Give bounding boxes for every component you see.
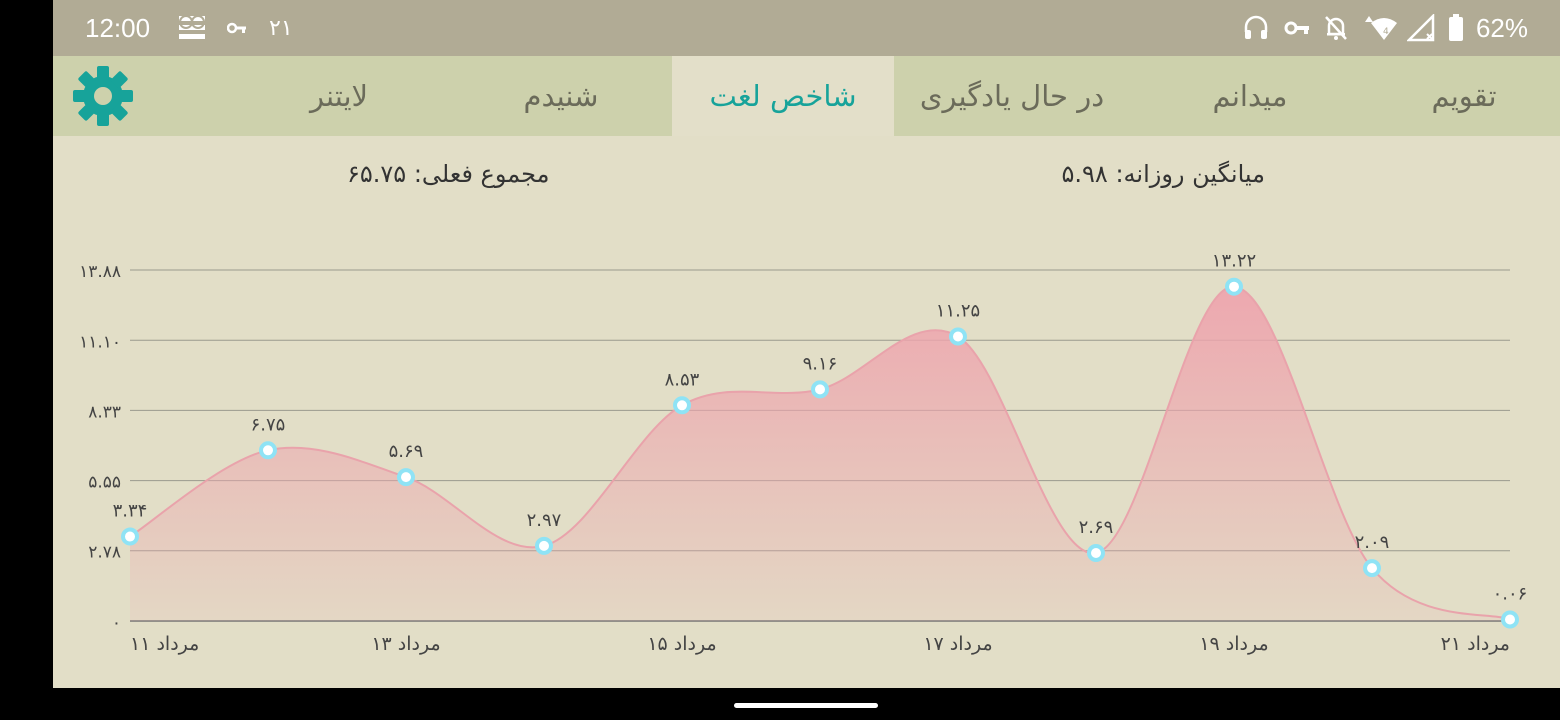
data-point <box>535 536 553 555</box>
data-point <box>811 380 829 399</box>
svg-text:4: 4 <box>1383 27 1389 37</box>
x-tick-label: ۱۳ مرداد <box>371 633 440 655</box>
status-time: 12:00 <box>85 13 151 43</box>
data-label: ۲.۶۹ <box>1079 517 1114 538</box>
x-tick-label: ۱۵ مرداد <box>647 633 716 655</box>
tab-word-index[interactable]: شاخص لغت <box>672 56 894 136</box>
notification-number: ۲۱ <box>269 15 293 41</box>
data-label: ۶.۷۵ <box>251 414 286 435</box>
navigation-handle[interactable] <box>734 703 878 708</box>
data-point <box>259 441 277 460</box>
settings-button[interactable] <box>71 64 135 128</box>
data-point <box>1225 277 1243 296</box>
data-label: ۲.۰۹ <box>1355 532 1390 553</box>
app-window: 12:00 ۲۱ <box>53 0 1560 688</box>
data-label: ۹.۱۶ <box>803 353 838 374</box>
data-label: ۸.۵۳ <box>665 369 700 390</box>
x-tick-label: ۱۹ مرداد <box>1199 633 1268 655</box>
x-tick-label: ۱۱ مرداد <box>130 633 199 655</box>
data-label: ۵.۶۹ <box>389 441 424 462</box>
actual-total-text: مجموع فعلی: ۶۵.۷۵ <box>347 160 550 188</box>
data-point <box>1363 559 1381 578</box>
y-tick-label: ۵.۵۵ <box>88 473 121 493</box>
tab-bar: تقویم میدانم در حال یادگیری شاخص لغت شنی… <box>53 56 1560 136</box>
y-tick-label: ۰ <box>112 613 121 633</box>
headset-icon <box>1243 14 1269 42</box>
data-label: ۱۱.۲۵ <box>936 301 980 322</box>
data-point <box>949 327 967 346</box>
notifications-off-icon <box>1323 14 1349 42</box>
tab-learning[interactable]: در حال یادگیری <box>919 79 1105 113</box>
key-icon <box>227 14 247 42</box>
tab-known[interactable]: میدانم <box>1212 79 1288 113</box>
data-point <box>673 396 691 415</box>
battery-percentage: 62% <box>1475 13 1528 43</box>
y-tick-label: ۱۱.۱۰ <box>79 332 121 352</box>
gear-icon <box>73 66 133 126</box>
x-tick-label: ۲۱ مرداد <box>1441 633 1510 655</box>
area-fill <box>130 286 1510 621</box>
tab-heard[interactable]: شنیدم <box>523 79 599 113</box>
data-point <box>121 527 139 546</box>
data-label: ۲.۹۷ <box>527 510 562 531</box>
voicemail-icon <box>177 14 207 42</box>
y-tick-label: ۲.۷۸ <box>88 543 121 563</box>
data-point <box>1087 543 1105 562</box>
data-label: ۰.۰۶ <box>1493 583 1528 604</box>
daily-average-text: میانگین روزانه: ۵.۹۸ <box>1061 160 1266 188</box>
data-label: ۳.۳۴ <box>113 501 148 522</box>
battery-icon <box>1448 14 1464 42</box>
wifi-icon: 4 <box>1365 14 1399 42</box>
data-point <box>1501 610 1519 629</box>
status-bar: 12:00 ۲۱ <box>53 0 1560 56</box>
y-tick-label: ۱۳.۸۸ <box>79 262 121 282</box>
tab-leitner[interactable]: لایتنر <box>309 79 369 113</box>
vpn-key-icon <box>1283 14 1311 42</box>
data-label: ۱۳.۲۲ <box>1212 251 1256 272</box>
word-index-chart: ۰ ۲.۷۸ ۵.۵۵ ۸.۳۳ ۱۱.۱۰ ۱۳.۸۸ ۳.۳۴ ۶.۷۵ ۵.۶۹ ۲.۹۷ ۸… <box>79 251 1528 655</box>
data-point <box>397 468 415 487</box>
tab-calendar[interactable]: تقویم <box>1431 79 1497 113</box>
x-tick-label: ۱۷ مرداد <box>923 633 992 655</box>
cell-signal-icon <box>1407 14 1435 42</box>
y-tick-label: ۸.۳۳ <box>88 402 121 422</box>
